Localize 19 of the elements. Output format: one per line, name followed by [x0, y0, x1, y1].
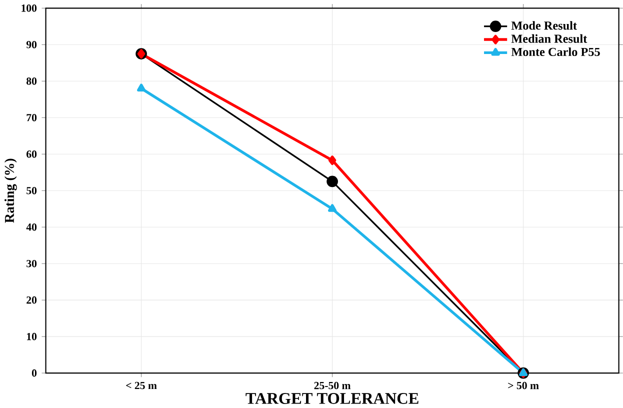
x-tick-label: < 25 m — [126, 382, 157, 389]
y-tick-label: 60 — [26, 150, 37, 158]
legend-label: Monte Carlo P55 — [511, 47, 600, 56]
x-axis-title: TARGET TOLERANCE — [246, 392, 418, 404]
y-tick-label: 90 — [26, 40, 37, 48]
legend-label: Mode Result — [511, 20, 577, 30]
y-tick-label: 50 — [26, 186, 37, 194]
x-tick-label: > 50 m — [508, 382, 539, 389]
x-tick-label: 25-50 m — [314, 382, 351, 389]
y-tick-label: 20 — [26, 296, 37, 304]
y-axis-title: Rating (%) — [4, 158, 17, 223]
y-tick-label: 30 — [26, 260, 37, 268]
y-tick-label: 70 — [26, 114, 37, 122]
y-tick-label: 100 — [22, 4, 37, 12]
legend-label: Median Result — [511, 34, 588, 43]
y-tick-label: 0 — [32, 369, 37, 376]
y-tick-label: 80 — [26, 77, 37, 85]
y-tick-label: 40 — [26, 223, 37, 231]
y-tick-label: 10 — [27, 332, 37, 340]
